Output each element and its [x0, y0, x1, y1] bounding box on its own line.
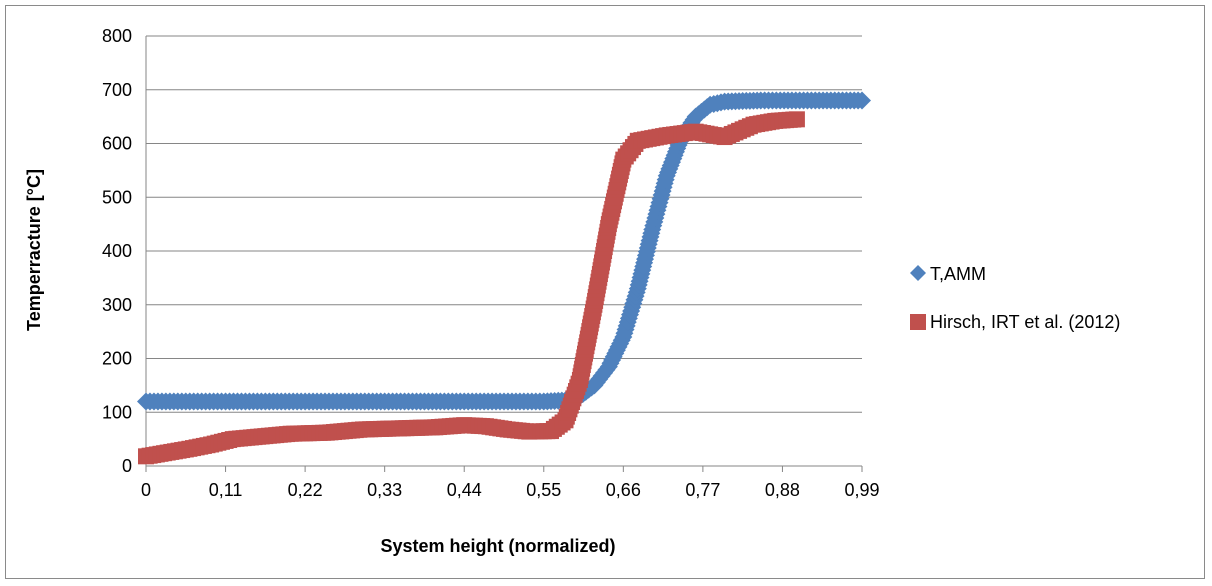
y-tick-label: 0	[122, 456, 132, 476]
y-tick-label: 200	[102, 349, 132, 369]
y-tick-label: 700	[102, 80, 132, 100]
x-tick-label: 0,99	[844, 480, 879, 500]
tick-labels: 0 100 200 300 400 500 600 700 800 0 0,11 0,22 0,33 0,…	[102, 26, 880, 500]
x-axis-title: System height (normalized)	[380, 536, 615, 556]
y-tick-label: 800	[102, 26, 132, 46]
x-tick-label: 0,88	[765, 480, 800, 500]
series-tamm	[137, 91, 871, 411]
legend: T,AMM Hirsch, IRT et al. (2012)	[910, 264, 1120, 332]
series-hirsch	[138, 111, 805, 465]
x-tick-label: 0,22	[288, 480, 323, 500]
y-tick-label: 300	[102, 295, 132, 315]
x-tick-label: 0,44	[447, 480, 482, 500]
legend-item-tamm: T,AMM	[910, 264, 986, 284]
y-tick-label: 400	[102, 241, 132, 261]
x-tick-label: 0,66	[606, 480, 641, 500]
y-tick-label: 600	[102, 134, 132, 154]
data-marks	[137, 91, 871, 465]
legend-diamond-marker	[910, 265, 926, 281]
x-tick-label: 0	[141, 480, 151, 500]
legend-item-hirsch: Hirsch, IRT et al. (2012)	[910, 312, 1120, 332]
hirsch-point	[788, 111, 805, 128]
legend-label-hirsch: Hirsch, IRT et al. (2012)	[930, 312, 1120, 332]
y-tick-label: 500	[102, 187, 132, 207]
legend-label-tamm: T,AMM	[930, 264, 986, 284]
y-axis-title: Temperracture [°C]	[24, 169, 44, 331]
gridlines	[146, 35, 862, 413]
x-tick-label: 0,11	[209, 480, 243, 500]
x-tick-label: 0,77	[685, 480, 720, 500]
x-tick-label: 0,55	[526, 480, 561, 500]
y-tick-label: 100	[102, 402, 132, 422]
legend-square-marker	[910, 314, 926, 330]
x-tick-label: 0,33	[367, 480, 402, 500]
tamm-point	[853, 91, 871, 110]
